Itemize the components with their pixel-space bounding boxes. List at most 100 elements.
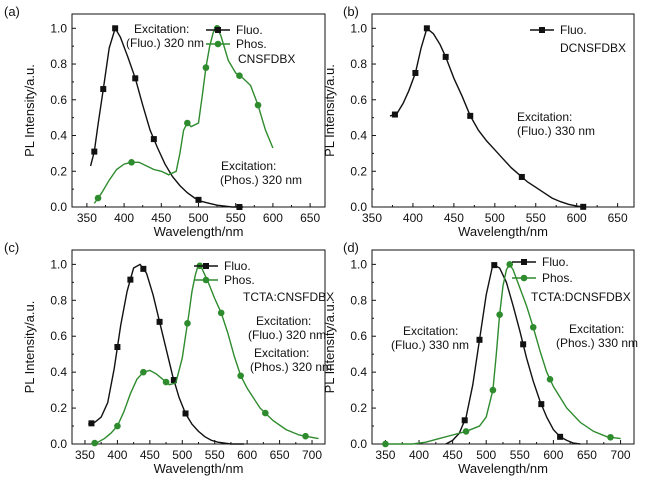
panel-label: (b) bbox=[343, 4, 359, 19]
legend-marker bbox=[203, 263, 209, 269]
y-tick-label: 0.0 bbox=[350, 200, 367, 214]
data-point bbox=[491, 262, 498, 269]
y-tick-label: 0.4 bbox=[350, 365, 367, 379]
chart-panel-a: 350 400 450 500 550 600 650 0.0 0.2 0.4 0.6 0.8 1.0 W… bbox=[4, 4, 326, 239]
x-tick-label: 500 bbox=[485, 211, 505, 225]
data-point bbox=[382, 440, 389, 448]
data-point bbox=[423, 25, 430, 32]
data-point bbox=[607, 433, 614, 441]
data-point bbox=[462, 428, 470, 435]
data-point bbox=[140, 265, 147, 272]
data-point bbox=[412, 69, 419, 76]
legend-marker bbox=[520, 274, 528, 282]
data-point bbox=[254, 101, 262, 109]
legend-label: Phos. bbox=[542, 271, 573, 285]
data-point bbox=[202, 64, 210, 71]
data-point bbox=[580, 203, 587, 210]
legend-label: Fluo. bbox=[224, 259, 251, 273]
x-tick-label: 550 bbox=[526, 211, 546, 225]
annotation-text: Excitation: bbox=[403, 324, 458, 338]
data-point bbox=[302, 432, 309, 440]
legend-label: Fluo. bbox=[236, 23, 263, 37]
x-tick-label: 400 bbox=[409, 448, 429, 462]
data-point bbox=[520, 341, 527, 348]
annotation-text: (Phos.) 320 nm bbox=[220, 173, 302, 187]
annotation-text: DCNSFDBX bbox=[560, 41, 626, 55]
y-tick-label: 0.4 bbox=[50, 365, 67, 379]
x-tick-label: 450 bbox=[151, 211, 171, 225]
data-point bbox=[236, 204, 243, 210]
x-axis-label: Wavelength/nm bbox=[154, 224, 244, 239]
y-tick-label: 0.2 bbox=[350, 164, 367, 178]
panel-label: (d) bbox=[343, 240, 359, 255]
x-tick-label: 650 bbox=[608, 211, 628, 225]
series-line-fluo bbox=[88, 263, 244, 445]
x-tick-label: 650 bbox=[300, 211, 320, 225]
chart-panel-b: 350 400 450 500 550 600 650 0.0 0.2 0.4 0.6 0.8 1.0 W… bbox=[322, 4, 635, 239]
data-point bbox=[529, 323, 537, 331]
data-point bbox=[538, 401, 545, 408]
data-point bbox=[489, 386, 497, 394]
data-point bbox=[128, 159, 135, 166]
y-tick-label: 0.6 bbox=[350, 93, 367, 107]
data-point bbox=[114, 422, 121, 430]
data-point bbox=[100, 86, 107, 93]
x-tick-label: 400 bbox=[403, 211, 423, 225]
x-tick-label: 350 bbox=[77, 211, 97, 225]
x-axis-label: Wavelength/nm bbox=[458, 224, 548, 239]
annotation-text: (Fluo.) 330 nm bbox=[517, 124, 595, 138]
x-tick-label: 600 bbox=[543, 448, 563, 462]
x-tick-label: 600 bbox=[567, 211, 587, 225]
data-point bbox=[506, 261, 514, 268]
data-point bbox=[546, 376, 554, 383]
annotation-text: CNSFDBX bbox=[238, 52, 295, 66]
y-tick-label: 0.8 bbox=[350, 57, 367, 71]
x-tick-label: 500 bbox=[476, 448, 496, 462]
x-tick-label: 500 bbox=[172, 448, 192, 462]
x-tick-label: 700 bbox=[302, 448, 322, 462]
y-tick-label: 0.2 bbox=[50, 401, 67, 415]
chart-panel-c: 350 400 450 500 550 600 650 700 0.0 0.2 0.4 0.6 0.8 1… bbox=[4, 240, 334, 476]
data-point bbox=[184, 319, 191, 327]
x-tick-label: 650 bbox=[577, 448, 597, 462]
x-tick-label: 650 bbox=[270, 448, 290, 462]
data-point bbox=[132, 75, 139, 82]
annotation-text: Excitation: bbox=[569, 322, 624, 336]
data-point bbox=[217, 309, 225, 317]
x-tick-label: 550 bbox=[510, 448, 530, 462]
x-tick-label: 600 bbox=[263, 211, 283, 225]
annotation-text: Excitation: bbox=[517, 110, 572, 124]
annotation-text: (Phos.) 330 nm bbox=[556, 336, 638, 350]
y-tick-label: 0.6 bbox=[350, 329, 367, 343]
data-point bbox=[91, 439, 99, 447]
x-tick-label: 550 bbox=[205, 448, 225, 462]
y-tick-label: 0.2 bbox=[50, 164, 67, 178]
legend-marker bbox=[202, 276, 210, 284]
annotation-text: Excitation: bbox=[134, 22, 189, 36]
data-point bbox=[162, 378, 170, 386]
annotation-text: Excitation: bbox=[221, 159, 276, 173]
y-tick-label: 0.4 bbox=[50, 129, 67, 143]
y-tick-label: 1.0 bbox=[350, 257, 367, 271]
annotation-text: TCTA:DCNSFDBX bbox=[531, 290, 631, 304]
annotation-text: (Fluo.) 330 nm bbox=[391, 338, 469, 352]
legend-label: Fluo. bbox=[542, 255, 569, 269]
x-tick-label: 700 bbox=[611, 448, 631, 462]
annotation-text: (Fluo.) 320 nm bbox=[248, 328, 326, 342]
data-point bbox=[236, 72, 243, 79]
x-tick-label: 350 bbox=[75, 448, 95, 462]
series-line-fluo bbox=[89, 26, 244, 208]
x-tick-label: 350 bbox=[362, 211, 382, 225]
legend-marker bbox=[215, 27, 221, 33]
y-tick-label: 0.0 bbox=[50, 200, 67, 214]
legend-label: Phos. bbox=[236, 37, 267, 51]
legend-label: Phos. bbox=[224, 273, 255, 287]
series-line-phos bbox=[385, 263, 621, 445]
legend-label: Fluo. bbox=[560, 23, 587, 37]
annotation-text: Excitation: bbox=[256, 314, 311, 328]
y-axis-label: PL Intensity/a.u. bbox=[322, 301, 337, 394]
data-point bbox=[114, 344, 121, 350]
data-point bbox=[112, 25, 119, 32]
data-point bbox=[182, 410, 189, 417]
